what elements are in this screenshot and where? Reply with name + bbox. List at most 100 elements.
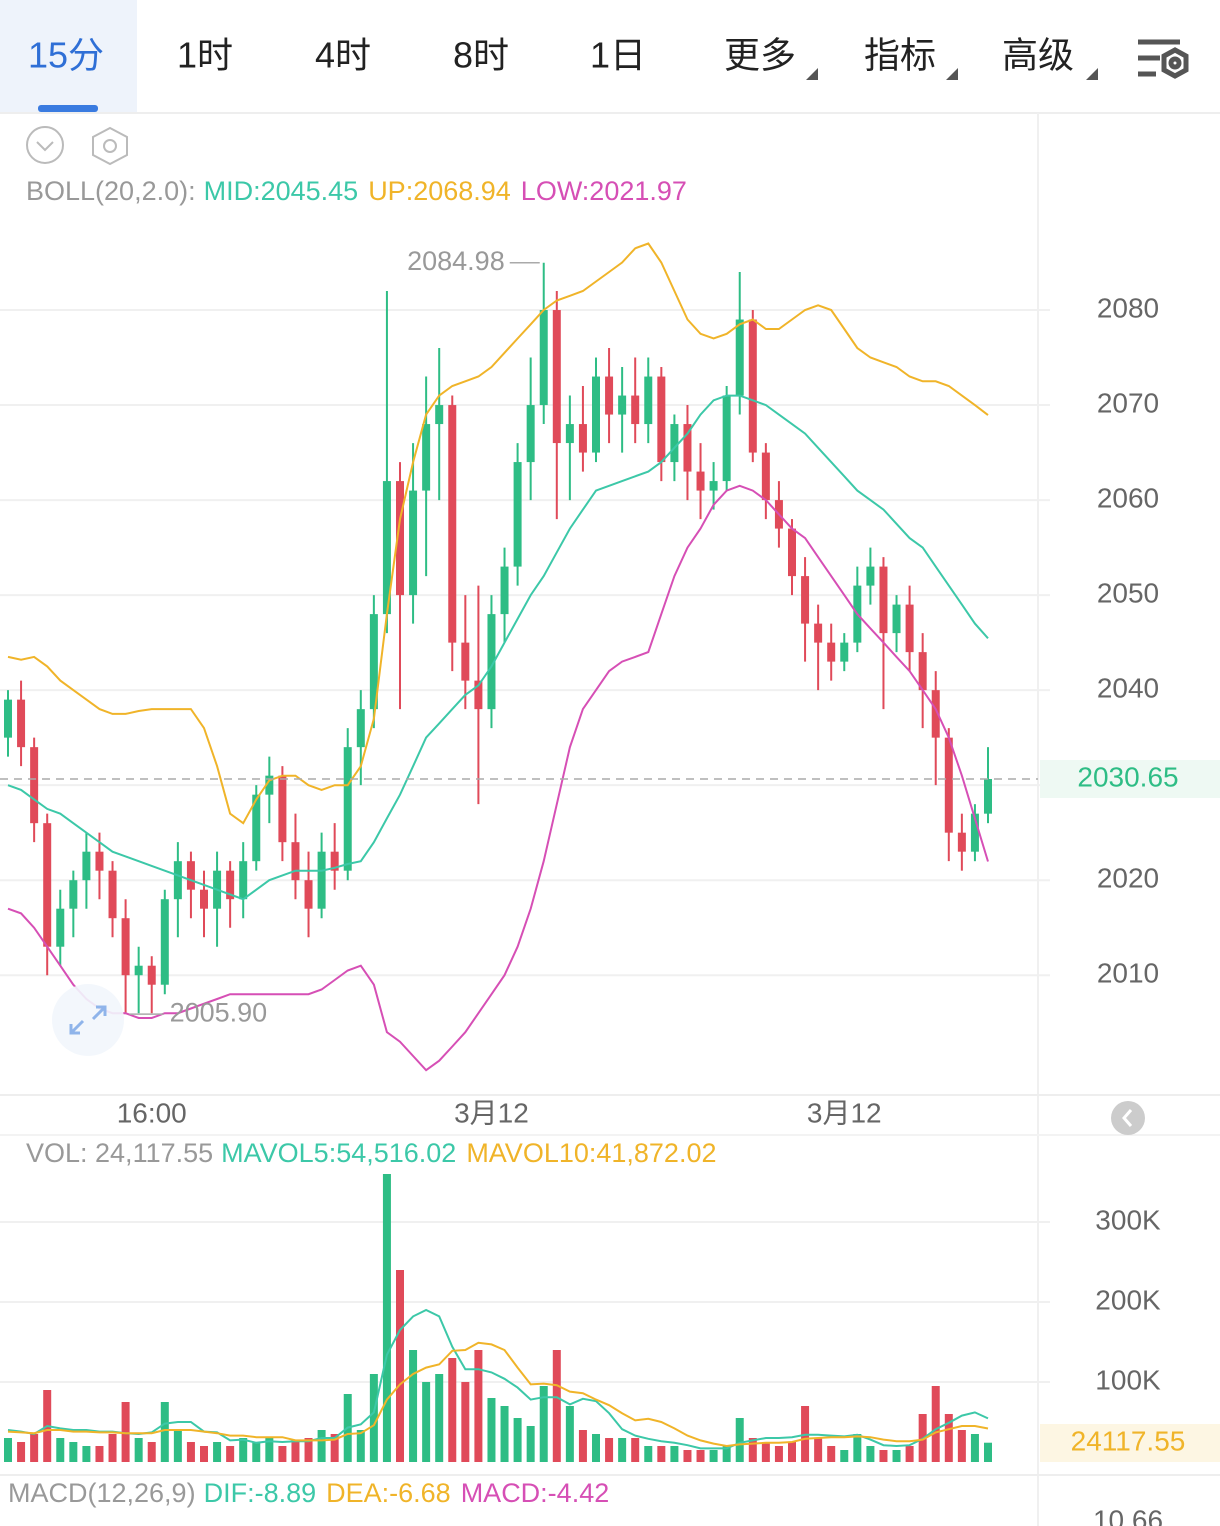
candle-body [957, 832, 966, 852]
volume-bar [30, 1434, 39, 1462]
volume-bar [984, 1442, 992, 1462]
volume-bar [735, 1418, 744, 1462]
volume-bar [134, 1438, 143, 1462]
candle-body [409, 490, 418, 596]
collapse-icon[interactable] [26, 126, 64, 164]
candle-body [291, 842, 300, 881]
settings-hex[interactable] [92, 126, 128, 166]
candle-body [448, 405, 457, 643]
candle-body [396, 481, 404, 596]
collapse-chevron [36, 141, 54, 152]
volume-bar [304, 1438, 313, 1462]
last-volume-badge [1040, 1424, 1220, 1462]
tab[interactable]: 15分 [28, 35, 104, 76]
candle-body [814, 623, 823, 643]
candle-body [578, 424, 587, 453]
volume-bar [422, 1382, 431, 1462]
candle-body [605, 376, 614, 415]
vol-title: VOL: 24,117.55 [26, 1138, 213, 1168]
tab[interactable]: 4时 [315, 35, 371, 76]
candle-body [892, 604, 901, 634]
candle-body [487, 614, 496, 710]
y-tick-label: 2060 [1097, 482, 1159, 513]
tab[interactable]: 指标 [864, 35, 936, 76]
volume-bar [840, 1450, 849, 1462]
y-tick-label: 2010 [1097, 958, 1159, 989]
candle-body [683, 424, 692, 472]
volume-bar [474, 1350, 483, 1462]
candle-body [748, 319, 757, 453]
volume-bar [670, 1446, 679, 1462]
volume-bar [513, 1418, 522, 1462]
volume-bar [448, 1358, 457, 1462]
volume-bar [905, 1446, 914, 1462]
y-tick-label: 2040 [1097, 673, 1159, 704]
volume-bar [774, 1446, 783, 1462]
y-tick-label: 200K [1095, 1284, 1161, 1315]
legend-low: LOW:2021.97 [521, 176, 687, 206]
candle-body [356, 709, 365, 748]
scroll-end-button[interactable] [1111, 1101, 1145, 1135]
volume-bar [461, 1382, 470, 1462]
candle-body [147, 965, 156, 985]
candle-body [905, 604, 914, 653]
boll-legend: BOLL(20,2.0): MID:2045.45 UP:2068.94 LOW:20… [26, 176, 687, 206]
candle-body [343, 747, 352, 871]
tab[interactable]: 8时 [453, 35, 509, 76]
volume-bar [278, 1446, 287, 1462]
candle-body [43, 823, 52, 947]
active-tab-underline [38, 105, 98, 112]
indicator-line [7, 1308, 989, 1450]
candle-body [474, 680, 483, 710]
candle-body [970, 813, 979, 852]
indicator-line [7, 394, 989, 901]
tab[interactable]: 更多 [724, 35, 796, 76]
vol-legend: VOL: 24,117.55 MAVOL5:54,516.02 MAVOL10:41… [26, 1138, 716, 1168]
volume-bar [761, 1442, 770, 1462]
candle-body [330, 851, 339, 871]
legend-dea: DEA:-6.68 [326, 1478, 451, 1508]
dropdown-arrow [946, 68, 958, 80]
y-tick-label: 2050 [1097, 577, 1159, 608]
volume-bar [944, 1414, 953, 1462]
settings-icon[interactable] [1138, 39, 1189, 79]
macd-title: MACD(12,26,9) [8, 1478, 196, 1508]
candle-body [30, 747, 39, 824]
volume-bar [108, 1434, 117, 1462]
volume-bar [69, 1442, 78, 1462]
volume-bar [748, 1438, 757, 1462]
candle-body [239, 861, 248, 900]
tab[interactable]: 高级 [1002, 35, 1074, 76]
legend-mid: MID:2045.45 [204, 176, 359, 206]
candle-body [918, 652, 927, 691]
min-label: 2005.90 [170, 997, 268, 1027]
volume-bar [578, 1430, 587, 1462]
scroll-end-arrow [1122, 1109, 1133, 1127]
candle-body [552, 310, 561, 444]
dropdown-arrow [806, 68, 818, 80]
volume-bar [186, 1442, 195, 1462]
volume-bar [644, 1446, 653, 1462]
expand-button[interactable] [52, 984, 124, 1056]
expand-arrow [69, 1019, 85, 1035]
volume-bar [892, 1450, 901, 1462]
volume-bar [565, 1406, 574, 1462]
volume-bar [552, 1350, 561, 1462]
volume-bar [709, 1450, 718, 1462]
x-tick-label: 16:00 [117, 1097, 187, 1128]
candle-body [422, 424, 431, 491]
volume-bar [605, 1438, 614, 1462]
macd-legend: MACD(12,26,9) DIF:-8.89 DEA:-6.68 MACD:-4.4… [8, 1478, 609, 1508]
candle-body [931, 690, 940, 738]
legend-mavol10: MAVOL10:41,872.02 [466, 1138, 716, 1168]
tab[interactable]: 1时 [177, 35, 233, 76]
tab[interactable]: 1日 [590, 35, 646, 76]
active-tab-bg [0, 0, 137, 112]
x-tick-label: 3月12 [454, 1097, 529, 1128]
volume-bar [369, 1374, 378, 1462]
indicator-line [7, 484, 989, 1072]
last-price-badge [1040, 759, 1220, 798]
candle-body [186, 861, 195, 890]
